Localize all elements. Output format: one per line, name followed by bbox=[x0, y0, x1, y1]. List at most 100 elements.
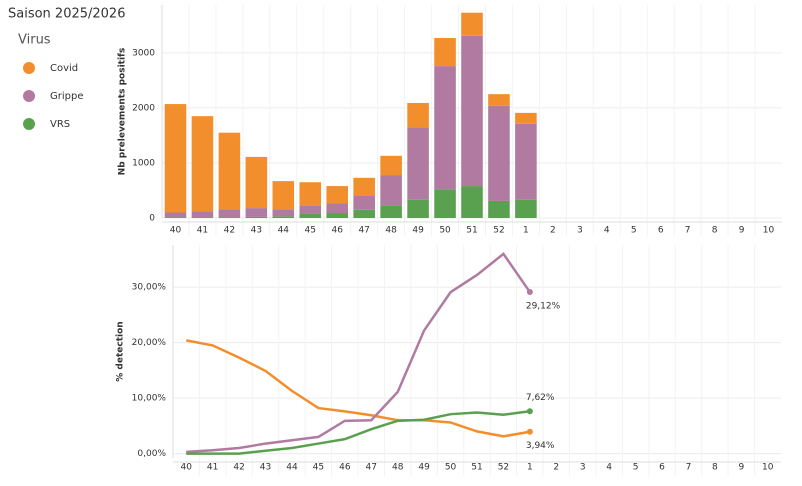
x-tick-label: 47 bbox=[366, 463, 377, 473]
line-series bbox=[185, 339, 531, 438]
data-label: 7,62% bbox=[526, 393, 555, 403]
x-tick-label: 7 bbox=[685, 226, 691, 236]
bar-segment bbox=[299, 182, 322, 206]
bar-segment bbox=[434, 66, 456, 190]
x-tick-label: 43 bbox=[260, 463, 271, 473]
x-tick-label: 46 bbox=[339, 463, 351, 473]
legend-swatch bbox=[23, 118, 35, 130]
x-tick-label: 6 bbox=[658, 226, 664, 236]
x-tick-label: 7 bbox=[686, 463, 692, 473]
x-tick-label: 8 bbox=[712, 463, 718, 473]
legend-label: VRS bbox=[50, 119, 70, 130]
y-tick-label: 0 bbox=[149, 214, 155, 224]
line-end-point bbox=[526, 289, 533, 296]
x-tick-label: 45 bbox=[305, 226, 316, 236]
bar-segment bbox=[380, 175, 402, 206]
line-series bbox=[186, 252, 531, 454]
legend-swatch bbox=[23, 62, 35, 74]
bar-segment bbox=[272, 209, 295, 217]
y-tick-label: 2000 bbox=[132, 103, 155, 113]
y-axis-title: Nb prelevements positifs bbox=[118, 48, 128, 176]
bar-segment bbox=[407, 199, 429, 218]
x-tick-label: 40 bbox=[180, 463, 192, 473]
bar-segment bbox=[191, 217, 214, 218]
bar-segment bbox=[488, 105, 510, 201]
bar-segment bbox=[461, 35, 483, 187]
bar-segment bbox=[245, 156, 268, 209]
x-tick-label: 51 bbox=[471, 463, 482, 473]
bar-segment bbox=[488, 200, 510, 218]
bar-segment bbox=[353, 177, 375, 196]
bar-segment bbox=[272, 216, 295, 218]
x-tick-label: 3 bbox=[577, 226, 583, 236]
legend-swatch bbox=[23, 90, 35, 102]
bar-segment bbox=[164, 212, 187, 218]
bar-segment bbox=[434, 189, 456, 218]
bar-segment bbox=[326, 213, 348, 218]
x-tick-label: 9 bbox=[739, 226, 745, 236]
legend-label: Grippe bbox=[50, 91, 84, 102]
x-tick-label: 49 bbox=[412, 226, 424, 236]
bar-segment bbox=[245, 216, 268, 218]
bar-segment bbox=[218, 217, 241, 218]
bar-segment bbox=[245, 208, 268, 217]
bar-segment bbox=[515, 199, 537, 218]
y-tick-label: 30,00% bbox=[132, 283, 167, 293]
data-label: 3,94% bbox=[526, 441, 555, 451]
line-series bbox=[186, 410, 531, 455]
x-tick-label: 52 bbox=[493, 226, 504, 236]
x-tick-label: 10 bbox=[762, 463, 774, 473]
x-tick-label: 8 bbox=[712, 226, 718, 236]
x-tick-label: 4 bbox=[606, 463, 612, 473]
bar-segment bbox=[380, 205, 402, 218]
x-tick-label: 42 bbox=[224, 226, 235, 236]
bar-segment bbox=[515, 123, 537, 200]
bar-segment bbox=[407, 127, 429, 200]
bar-segment bbox=[326, 186, 348, 204]
y-tick-label: 1000 bbox=[132, 158, 155, 168]
bar-segment bbox=[515, 112, 537, 124]
y-tick-label: 20,00% bbox=[132, 338, 167, 348]
bar-segment bbox=[164, 217, 187, 218]
line-end-point bbox=[526, 428, 533, 435]
bar-segment bbox=[326, 203, 348, 214]
x-tick-label: 1 bbox=[523, 226, 529, 236]
x-tick-label: 2 bbox=[550, 226, 556, 236]
x-tick-label: 44 bbox=[278, 226, 290, 236]
bar-segment bbox=[461, 186, 483, 218]
x-tick-label: 51 bbox=[466, 226, 477, 236]
bar-segment bbox=[488, 94, 510, 106]
bar-segment bbox=[380, 155, 402, 176]
x-tick-label: 43 bbox=[251, 226, 262, 236]
data-label: 29,12% bbox=[526, 302, 561, 312]
legend-title: Virus bbox=[18, 33, 51, 48]
x-tick-label: 3 bbox=[580, 463, 586, 473]
x-tick-label: 44 bbox=[286, 463, 298, 473]
x-tick-label: 49 bbox=[418, 463, 430, 473]
bar-segment bbox=[299, 213, 322, 218]
x-tick-label: 46 bbox=[331, 226, 343, 236]
x-tick-label: 40 bbox=[170, 226, 182, 236]
x-tick-label: 47 bbox=[358, 226, 369, 236]
x-tick-label: 42 bbox=[233, 463, 244, 473]
bar-segment bbox=[272, 181, 295, 210]
y-tick-label: 10,00% bbox=[132, 394, 167, 404]
line-end-point bbox=[526, 408, 533, 415]
legend-label: Covid bbox=[50, 63, 78, 74]
bar-segment bbox=[461, 12, 483, 36]
bar-segment bbox=[218, 132, 241, 210]
bar-segment bbox=[353, 209, 375, 218]
x-tick-label: 52 bbox=[498, 463, 509, 473]
x-tick-label: 6 bbox=[659, 463, 665, 473]
x-tick-label: 41 bbox=[207, 463, 218, 473]
x-tick-label: 50 bbox=[439, 226, 451, 236]
x-tick-label: 9 bbox=[738, 463, 744, 473]
x-tick-label: 41 bbox=[197, 226, 208, 236]
bar-segment bbox=[191, 211, 214, 218]
x-tick-label: 5 bbox=[633, 463, 639, 473]
y-axis-title: % detection bbox=[116, 321, 126, 381]
x-tick-label: 2 bbox=[553, 463, 559, 473]
bar-segment bbox=[218, 209, 241, 218]
